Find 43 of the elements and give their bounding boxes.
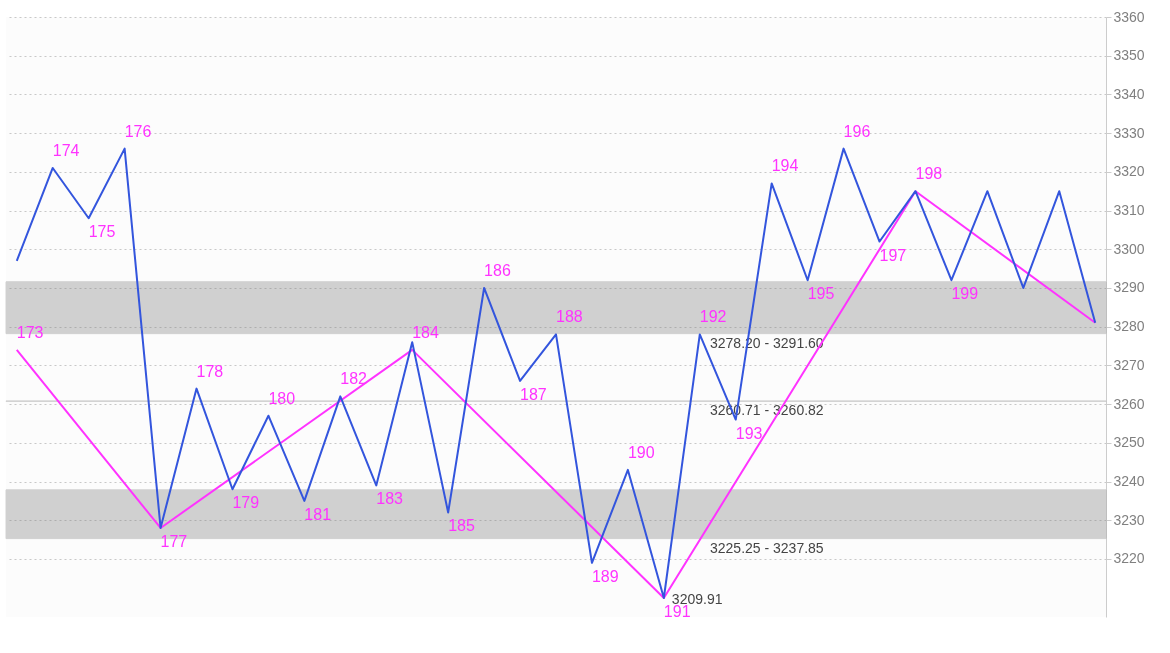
annotation: 184: [412, 323, 440, 341]
y-tick-label: 3350: [1113, 47, 1145, 64]
annotation: 178: [196, 362, 224, 380]
annotation: 192: [699, 308, 727, 326]
y-tick-label: 3310: [1113, 202, 1145, 219]
y-tick-label: 3300: [1113, 240, 1145, 257]
annotation: 193: [735, 424, 763, 442]
y-tick-label: 3340: [1113, 85, 1145, 102]
annotation: 185: [448, 517, 475, 535]
annotation: 176: [124, 122, 152, 140]
annotation: 187: [520, 385, 547, 403]
y-tick-label: 3240: [1113, 473, 1145, 490]
annotation: 183: [376, 490, 404, 508]
y-tick-label: 3360: [1113, 8, 1145, 25]
annotation: 195: [807, 285, 835, 303]
annotation: 194: [771, 157, 799, 175]
y-tick-label: 3250: [1113, 434, 1145, 451]
annotation: 175: [88, 223, 116, 241]
y-tick-label: 3330: [1113, 124, 1145, 141]
annotation: 186: [484, 261, 511, 279]
annotation: 173: [16, 323, 44, 341]
y-tick-label: 3230: [1113, 511, 1145, 528]
annotation: 182: [340, 370, 368, 388]
annotation: 197: [879, 246, 907, 264]
y-tick-label: 3220: [1113, 550, 1145, 567]
annotation: 189: [591, 567, 619, 585]
annotation: 177: [160, 532, 188, 550]
annotation: 181: [304, 505, 332, 523]
annotation: 198: [915, 165, 943, 183]
y-tick-label: 3280: [1113, 318, 1145, 335]
y-tick-label: 3270: [1113, 356, 1145, 373]
y-tick-label: 3320: [1113, 163, 1145, 180]
annotation: 196: [843, 122, 871, 140]
y-tick-label: 3260: [1113, 395, 1145, 412]
annotation: 180: [268, 389, 296, 407]
y-tick-label: 3290: [1113, 279, 1145, 296]
annotation: 179: [232, 494, 260, 512]
band-label: 3225.25 - 3237.85: [710, 539, 824, 556]
annotation: 174: [52, 141, 80, 159]
annotation: 188: [556, 308, 583, 326]
annotation: 190: [627, 443, 655, 461]
annotation: 199: [951, 285, 979, 303]
data-label: 3209.91: [671, 590, 723, 607]
